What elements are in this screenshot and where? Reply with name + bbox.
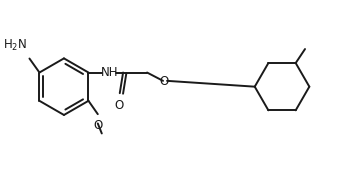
- Text: O: O: [114, 99, 124, 112]
- Text: NH: NH: [101, 66, 119, 79]
- Text: O: O: [159, 75, 169, 88]
- Text: H$_2$N: H$_2$N: [3, 37, 27, 53]
- Text: O: O: [94, 119, 103, 132]
